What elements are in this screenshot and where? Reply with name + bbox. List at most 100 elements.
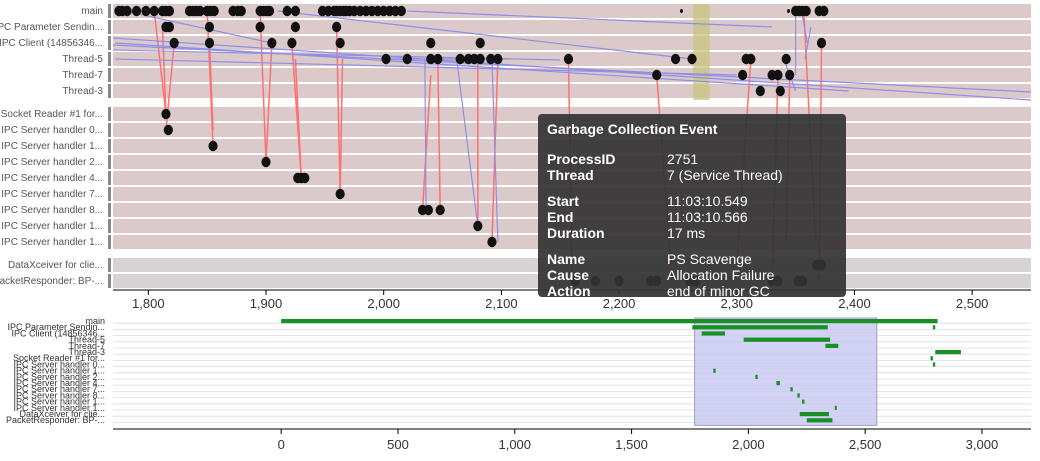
event-marker[interactable] xyxy=(787,9,791,13)
event-marker[interactable] xyxy=(236,5,246,17)
event-marker[interactable] xyxy=(738,69,748,81)
event-marker[interactable] xyxy=(282,5,292,17)
gc-event-tooltip: Garbage Collection Event ProcessID 2751 … xyxy=(538,114,846,299)
event-marker[interactable] xyxy=(169,37,179,49)
event-marker[interactable] xyxy=(396,5,406,17)
overview-bar xyxy=(790,387,793,392)
event-marker[interactable] xyxy=(204,37,215,49)
overview-row-label: IPC Server handler 4... xyxy=(13,378,105,388)
axis-tick-label: 2,400 xyxy=(838,296,871,311)
lane-marker xyxy=(108,235,111,249)
overview-row-label: PacketResponder: BP-... xyxy=(6,415,105,425)
tooltip-value: 11:03:10.549 xyxy=(667,193,748,209)
event-marker[interactable] xyxy=(435,204,445,216)
event-marker[interactable] xyxy=(335,188,345,200)
event-marker[interactable] xyxy=(455,53,465,65)
tooltip-value: PS Scavenge xyxy=(667,251,752,267)
process-lane: Thread-5 xyxy=(62,52,1031,66)
event-marker[interactable] xyxy=(816,37,827,49)
tooltip-value: end of minor GC xyxy=(667,283,770,299)
overview-row-label: DataXceiver for clie... xyxy=(19,409,105,419)
event-marker[interactable] xyxy=(161,108,171,120)
event-marker[interactable] xyxy=(131,5,142,17)
event-marker[interactable] xyxy=(332,21,342,33)
event-marker[interactable] xyxy=(381,53,391,65)
datanode-lane: DataXceiver for clie... xyxy=(8,258,1031,272)
gc-event-band xyxy=(693,4,710,100)
message-line xyxy=(291,42,303,179)
lane-label: PacketResponder: BP-... xyxy=(0,276,103,287)
event-marker[interactable] xyxy=(670,53,681,65)
event-marker[interactable] xyxy=(164,5,175,17)
event-marker[interactable] xyxy=(163,124,173,136)
overview-row-label: IPC Server handler 1... xyxy=(13,366,105,376)
event-marker[interactable] xyxy=(773,69,783,81)
event-marker[interactable] xyxy=(493,53,503,65)
lane-label: IPC Server handler 4... xyxy=(1,173,103,184)
event-marker[interactable] xyxy=(261,156,271,168)
event-marker[interactable] xyxy=(141,5,151,17)
overview-bar xyxy=(825,343,839,348)
event-marker[interactable] xyxy=(122,5,132,17)
event-marker[interactable] xyxy=(801,5,811,17)
event-marker[interactable] xyxy=(433,53,443,65)
event-marker[interactable] xyxy=(267,37,277,49)
overview-row-label: Thread-5 xyxy=(68,335,105,345)
event-marker[interactable] xyxy=(426,53,436,65)
event-marker[interactable] xyxy=(679,9,683,13)
overview-row-label: Thread-3 xyxy=(68,347,105,357)
event-marker[interactable] xyxy=(486,53,496,65)
event-marker[interactable] xyxy=(264,5,275,17)
event-marker[interactable] xyxy=(149,5,159,17)
event-marker[interactable] xyxy=(781,53,791,65)
axis-tick-label: 3,000 xyxy=(966,437,999,452)
message-line xyxy=(437,58,441,211)
event-marker[interactable] xyxy=(563,53,574,65)
tooltip-row-end: End 11:03:10.566 xyxy=(547,209,837,225)
overview-row-label: Socket Reader #1 for... xyxy=(13,353,105,363)
lane-background xyxy=(113,68,1031,82)
event-marker[interactable] xyxy=(255,21,265,33)
event-marker[interactable] xyxy=(819,5,829,17)
message-line xyxy=(456,58,479,227)
event-marker[interactable] xyxy=(164,21,175,33)
overview-brush[interactable] xyxy=(694,317,878,426)
event-marker[interactable] xyxy=(687,53,697,65)
event-marker[interactable] xyxy=(335,37,345,49)
event-marker[interactable] xyxy=(290,21,301,33)
tooltip-row-thread: Thread 7 (Service Thread) xyxy=(547,167,837,183)
event-marker[interactable] xyxy=(300,172,310,184)
lane-marker xyxy=(108,20,111,34)
event-marker[interactable] xyxy=(755,85,765,97)
tooltip-key: Duration xyxy=(547,225,605,241)
event-marker[interactable] xyxy=(785,69,795,81)
event-marker[interactable] xyxy=(209,5,219,17)
event-marker[interactable] xyxy=(195,5,205,17)
event-marker[interactable] xyxy=(487,236,497,248)
axis-tick-label: 2,500 xyxy=(849,437,882,452)
tooltip-key: Start xyxy=(547,193,579,209)
event-marker[interactable] xyxy=(204,21,215,33)
overview-bar xyxy=(932,362,936,367)
overview-bar xyxy=(834,405,837,410)
event-marker[interactable] xyxy=(402,53,412,65)
axis-tick-label: 2,000 xyxy=(367,296,400,311)
lane-marker xyxy=(108,123,111,137)
event-marker[interactable] xyxy=(426,37,436,49)
event-marker[interactable] xyxy=(208,140,218,152)
event-marker[interactable] xyxy=(775,85,785,97)
event-marker[interactable] xyxy=(746,53,756,65)
gc-highlight-layer xyxy=(693,4,710,100)
event-marker[interactable] xyxy=(475,37,485,49)
lane-marker xyxy=(108,52,111,66)
lane-label: IPC Server handler 1... xyxy=(1,237,103,248)
event-marker[interactable] xyxy=(290,5,301,17)
event-marker[interactable] xyxy=(473,220,483,232)
event-marker[interactable] xyxy=(475,53,485,65)
event-marker[interactable] xyxy=(423,204,434,216)
event-marker[interactable] xyxy=(287,37,297,49)
event-marker[interactable] xyxy=(652,69,662,81)
overview-bar xyxy=(692,325,828,330)
